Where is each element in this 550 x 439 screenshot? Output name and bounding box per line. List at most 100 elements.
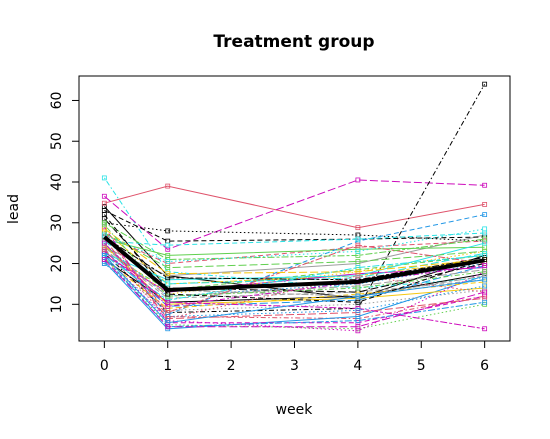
- series-point: [101, 240, 107, 246]
- series-line: [104, 259, 485, 303]
- series-point: [355, 299, 361, 305]
- series-line: [104, 242, 485, 281]
- series-line: [104, 263, 485, 311]
- series-line: [104, 246, 485, 297]
- series-line: [104, 242, 485, 307]
- series-line: [104, 224, 485, 297]
- y-tick-label: 50: [49, 132, 65, 150]
- y-tick-label: 20: [49, 255, 65, 273]
- series-point: [355, 236, 361, 242]
- series-line: [104, 238, 485, 320]
- series-line: [104, 255, 485, 324]
- series-point: [482, 269, 488, 275]
- chart-title: Treatment group: [213, 32, 374, 52]
- series-point: [101, 212, 107, 218]
- y-tick-label: 60: [49, 92, 65, 110]
- series-point: [482, 182, 488, 188]
- y-axis: 10 20 30 40 50 60: [49, 92, 80, 313]
- series-line: [104, 244, 485, 305]
- x-tick-label: 4: [353, 358, 362, 374]
- series-line: [104, 185, 485, 229]
- series-point: [355, 324, 361, 330]
- series-line: [104, 83, 486, 314]
- series-line: [104, 234, 485, 265]
- series-line: [104, 232, 485, 269]
- series-point: [101, 193, 107, 199]
- series-point: [355, 318, 361, 324]
- series-point: [482, 277, 488, 283]
- series-point: [165, 228, 171, 234]
- series-point: [101, 200, 107, 206]
- x-tick-label: 6: [480, 358, 489, 374]
- series-line: [104, 210, 485, 242]
- series-point: [482, 263, 488, 268]
- x-axis: 0 1 2 3 4 5 6: [100, 340, 489, 374]
- series-point: [482, 226, 488, 232]
- series-point: [165, 291, 171, 297]
- series-point: [355, 248, 361, 254]
- series-point: [482, 236, 488, 242]
- series-line: [104, 228, 485, 275]
- series-layer: [101, 81, 488, 334]
- x-tick-label: 1: [163, 358, 172, 374]
- series-point: [482, 81, 488, 87]
- series-point: [482, 283, 488, 289]
- series-line: [104, 248, 485, 320]
- series-point: [482, 202, 488, 207]
- series-line: [104, 250, 485, 330]
- y-tick-label: 30: [49, 214, 65, 232]
- series-line: [104, 234, 485, 314]
- series-line: [104, 259, 485, 328]
- series-line: [104, 238, 485, 297]
- series-point: [101, 222, 107, 228]
- series-line: [104, 257, 485, 328]
- series-point: [165, 265, 171, 271]
- series-point: [482, 299, 488, 305]
- series-line: [104, 255, 485, 332]
- series-point: [165, 183, 171, 189]
- series-line: [104, 222, 485, 261]
- series-point: [101, 246, 107, 252]
- y-axis-label: lead: [6, 194, 22, 224]
- series-point: [165, 242, 171, 248]
- series-line: [104, 263, 485, 318]
- series-line: [104, 250, 485, 307]
- series-point: [355, 273, 361, 279]
- series-point: [101, 175, 107, 181]
- x-tick-label: 2: [227, 358, 236, 374]
- series-line: [104, 214, 485, 316]
- series-line: [104, 236, 485, 281]
- x-tick-label: 3: [290, 358, 299, 374]
- series-point: [165, 303, 171, 309]
- y-tick-label: 10: [49, 295, 65, 313]
- series-line: [104, 230, 485, 285]
- mean-layer: [103, 235, 485, 292]
- series-point: [482, 289, 488, 295]
- x-tick-label: 5: [417, 358, 426, 374]
- mean-line: [103, 235, 485, 292]
- series-point: [165, 324, 171, 330]
- series-point: [355, 259, 361, 264]
- series-point: [355, 293, 361, 299]
- series-point: [355, 308, 361, 313]
- series-point: [101, 257, 107, 262]
- x-axis-label: week: [276, 402, 314, 418]
- y-tick-label: 40: [49, 173, 65, 191]
- series-point: [482, 212, 488, 218]
- series-line: [104, 254, 485, 301]
- series-point: [165, 281, 171, 287]
- series-line: [104, 218, 485, 293]
- series-point: [355, 242, 361, 248]
- series-line: [104, 214, 485, 303]
- series-point: [355, 285, 361, 291]
- series-point: [355, 177, 361, 183]
- series-point: [482, 326, 488, 332]
- series-point: [165, 238, 171, 244]
- series-point: [165, 271, 171, 277]
- series-line: [104, 179, 485, 250]
- series-point: [101, 208, 107, 213]
- series-point: [355, 225, 361, 231]
- series-point: [101, 232, 107, 238]
- series-point: [165, 259, 171, 264]
